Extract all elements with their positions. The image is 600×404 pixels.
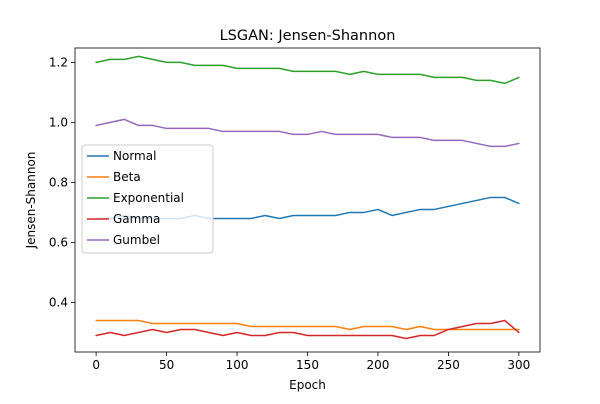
x-tick-label: 200 [367, 358, 390, 372]
x-tick-label: 150 [296, 358, 319, 372]
y-tick-label: 0.4 [49, 295, 68, 309]
x-tick-label: 300 [507, 358, 530, 372]
series-line-gamma [95, 319, 520, 340]
series-line-gumbel [95, 118, 520, 148]
legend-label: Normal [113, 149, 156, 163]
y-tick-label: 1.0 [49, 115, 68, 129]
series-line-exponential [95, 55, 520, 85]
x-axis-label: Epoch [289, 378, 326, 392]
y-tick-label: 0.6 [49, 235, 68, 249]
x-tick-label: 100 [226, 358, 249, 372]
legend: Normal Beta Exponential Gamma Gumbel [81, 144, 214, 254]
legend-label: Gumbel [113, 233, 160, 247]
chart-title: LSGAN: Jensen-Shannon [220, 28, 396, 44]
y-tick-label: 0.8 [49, 175, 68, 189]
legend-label: Beta [113, 170, 141, 184]
x-tick-label: 0 [92, 358, 100, 372]
y-axis-label: Jensen-Shannon [24, 152, 38, 250]
legend-label: Gamma [113, 212, 160, 226]
x-tick-label: 250 [437, 358, 460, 372]
legend-label: Exponential [113, 191, 184, 205]
y-tick-label: 1.2 [49, 55, 68, 69]
y-axis: 0.4 0.6 0.8 1.0 1.2 [49, 55, 75, 309]
x-axis: 0 50 100 150 200 250 300 [92, 352, 530, 372]
x-tick-label: 50 [159, 358, 174, 372]
legend-box [81, 144, 214, 254]
